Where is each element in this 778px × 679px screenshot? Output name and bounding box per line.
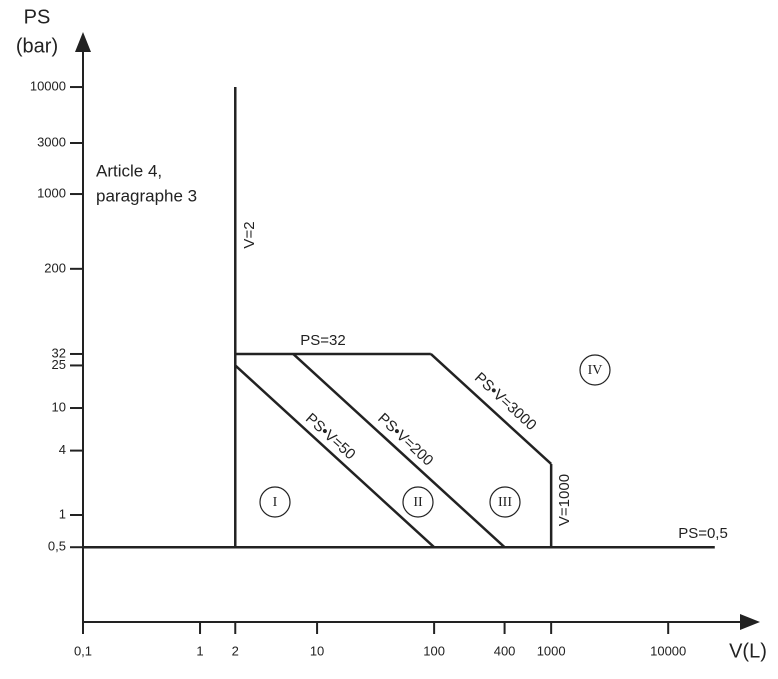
boundary-line <box>234 364 435 549</box>
y-axis-arrow <box>75 32 91 52</box>
y-tick-label: 200 <box>44 260 66 275</box>
region-label: IV <box>588 363 603 378</box>
region-circle <box>259 486 291 518</box>
line-label: V=2 <box>241 221 258 248</box>
x-tick-label: 10000 <box>650 643 686 658</box>
x-tick-label: 10 <box>310 643 324 658</box>
line-label: PS•V=50 <box>302 410 358 463</box>
region-circle <box>402 486 434 518</box>
region-label: II <box>413 495 423 510</box>
x-tick-label: 100 <box>423 643 445 658</box>
y-axis-label: PS <box>24 6 51 28</box>
region-circle <box>489 486 521 518</box>
y-tick-label: 10000 <box>30 78 66 93</box>
annotation: paragraphe 3 <box>96 186 197 205</box>
x-axis-arrow <box>740 614 760 630</box>
y-tick-label: 25 <box>52 357 66 372</box>
region-circle <box>579 354 611 386</box>
y-tick-label: 3000 <box>37 134 66 149</box>
x-tick-label: 1000 <box>537 643 566 658</box>
y-tick-label: 4 <box>59 442 66 457</box>
x-tick-label: 1 <box>196 643 203 658</box>
y-tick-label: 10 <box>52 399 66 414</box>
line-label: PS•V=200 <box>374 410 436 470</box>
x-tick-label: 0,1 <box>74 643 92 658</box>
y-tick-label: 0,5 <box>48 539 66 554</box>
boundary-line <box>292 353 506 549</box>
annotation: Article 4, <box>96 161 162 180</box>
y-axis-unit: (bar) <box>16 35 58 57</box>
line-label: PS=0,5 <box>678 525 728 542</box>
region-label: III <box>498 495 512 510</box>
x-axis-label: V(L) <box>729 640 767 662</box>
y-tick-label: 1 <box>59 506 66 521</box>
x-tick-label: 2 <box>232 643 239 658</box>
region-label: I <box>273 495 278 510</box>
line-label: PS=32 <box>300 332 345 349</box>
y-tick-label: 32 <box>52 345 66 360</box>
line-label: V=1000 <box>556 474 573 526</box>
y-tick-label: 1000 <box>37 185 66 200</box>
boundary-line <box>429 353 552 465</box>
x-tick-label: 400 <box>494 643 516 658</box>
